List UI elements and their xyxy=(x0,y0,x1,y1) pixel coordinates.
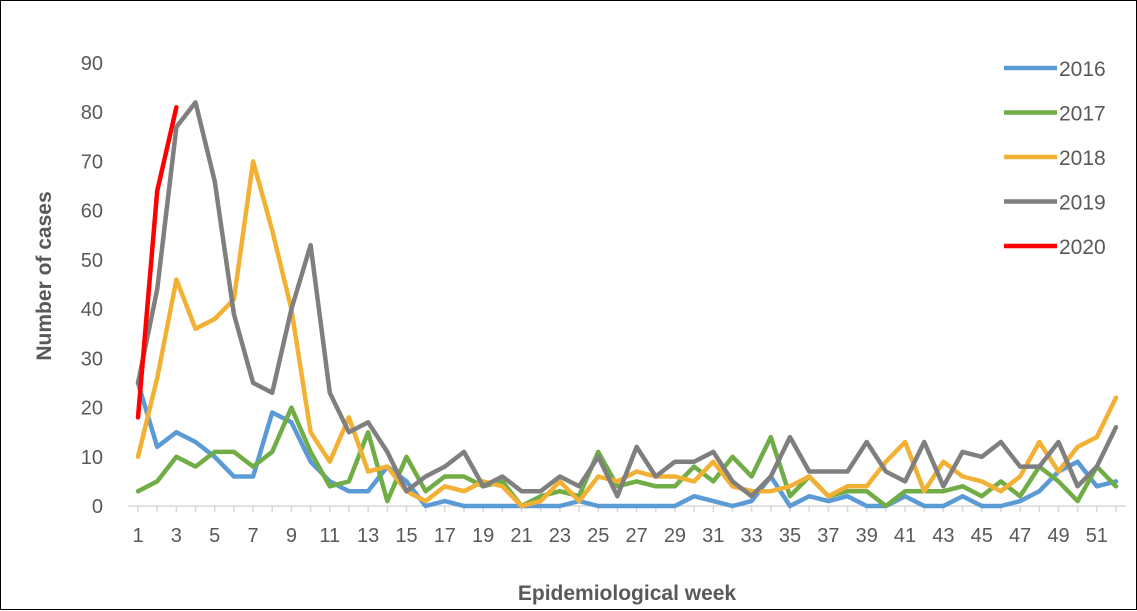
x-tick-label: 19 xyxy=(472,525,494,547)
x-axis-title: Epidemiological week xyxy=(518,582,737,605)
x-tick-label: 47 xyxy=(1009,525,1031,547)
legend-label-2019: 2019 xyxy=(1059,192,1106,215)
series-line-2019 xyxy=(135,100,1119,499)
x-tick-label: 23 xyxy=(549,525,571,547)
x-tick-label: 39 xyxy=(856,525,878,547)
y-tick-label: 30 xyxy=(81,348,103,370)
series-lines xyxy=(135,100,1119,509)
x-tick-label: 13 xyxy=(357,525,379,547)
x-tick-label: 3 xyxy=(171,525,182,547)
series-line-2016 xyxy=(135,380,1119,509)
legend-label-2018: 2018 xyxy=(1059,147,1106,170)
y-tick-label: 50 xyxy=(81,250,103,272)
y-tick-label: 10 xyxy=(81,447,103,469)
x-tick-label: 41 xyxy=(894,525,916,547)
y-tick-label: 20 xyxy=(81,398,103,420)
legend-label-2016: 2016 xyxy=(1059,58,1106,81)
x-axis-ticks: 1 3 5 7 9 11 13 15 17 19 21 23 25 27 29 31 33 35 37 39 41 43 4… xyxy=(132,506,1117,547)
y-tick-label: 0 xyxy=(92,496,103,518)
y-tick-label: 70 xyxy=(81,151,103,173)
x-tick-label: 11 xyxy=(319,525,340,547)
x-tick-label: 49 xyxy=(1047,525,1069,547)
x-tick-label: 25 xyxy=(587,525,609,547)
y-axis-ticks: 0 10 20 30 40 50 60 70 80 90 xyxy=(81,53,103,518)
x-tick-label: 43 xyxy=(932,525,954,547)
x-tick-label: 51 xyxy=(1086,525,1108,547)
x-tick-label: 1 xyxy=(132,525,143,547)
y-tick-label: 90 xyxy=(81,53,103,75)
x-tick-label: 35 xyxy=(779,525,801,547)
series-line-2020 xyxy=(135,105,179,420)
x-tick-label: 45 xyxy=(971,525,993,547)
x-tick-label: 17 xyxy=(434,525,456,547)
y-tick-label: 60 xyxy=(81,201,103,223)
x-tick-label: 33 xyxy=(741,525,763,547)
x-tick-label: 5 xyxy=(209,525,220,547)
legend: 2016 2017 2018 2019 2020 xyxy=(1004,58,1106,259)
legend-label-2020: 2020 xyxy=(1059,236,1106,259)
y-tick-label: 40 xyxy=(81,299,103,321)
y-axis-title: Number of cases xyxy=(33,191,56,360)
x-tick-label: 37 xyxy=(817,525,839,547)
x-tick-label: 15 xyxy=(395,525,417,547)
x-tick-label: 31 xyxy=(702,525,724,547)
legend-label-2017: 2017 xyxy=(1059,103,1106,126)
x-tick-label: 9 xyxy=(286,525,297,547)
y-tick-label: 80 xyxy=(81,102,103,124)
x-tick-label: 29 xyxy=(664,525,686,547)
series-line-2017 xyxy=(135,405,1119,509)
x-tick-label: 27 xyxy=(625,525,647,547)
x-tick-label: 21 xyxy=(510,525,532,547)
x-tick-label: 7 xyxy=(247,525,258,547)
